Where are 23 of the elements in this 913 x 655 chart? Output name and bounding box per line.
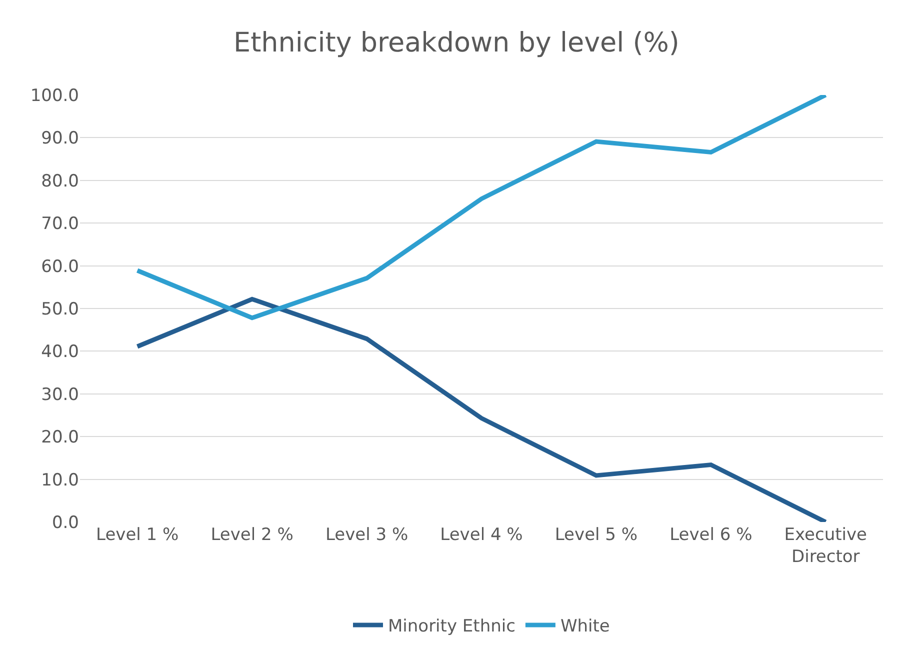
x-tick-label: Executive Director [784,525,868,568]
y-tick-label: 0.0 [52,512,79,533]
x-tick-label: Level 5 % [554,525,638,545]
chart-title: Ethnicity breakdown by level (%) [234,28,680,59]
legend-label: White [560,616,610,637]
y-tick-label: 70.0 [41,214,79,234]
y-tick-label: 50.0 [41,299,79,320]
y-tick-label: 80.0 [41,171,79,192]
y-tick-label: 10.0 [41,470,79,490]
legend-label: Minority Ethnic [388,616,516,637]
y-tick-label: 40.0 [41,342,79,362]
y-tick-label: 60.0 [41,256,79,277]
line-series [135,95,828,320]
x-tick-label: Level 1 % [96,525,179,545]
x-tick-label: Level 2 % [210,525,294,545]
y-tick-label: 30.0 [41,384,79,405]
y-tick-label: 100.0 [30,86,79,106]
line-series [135,296,828,522]
y-tick-label: 20.0 [41,428,79,448]
x-tick-label: Level 3 % [325,525,408,545]
x-tick-label: Level 6 % [670,525,752,545]
y-tick-label: 90.0 [41,128,79,149]
x-tick-label: Level 4 % [440,525,523,545]
